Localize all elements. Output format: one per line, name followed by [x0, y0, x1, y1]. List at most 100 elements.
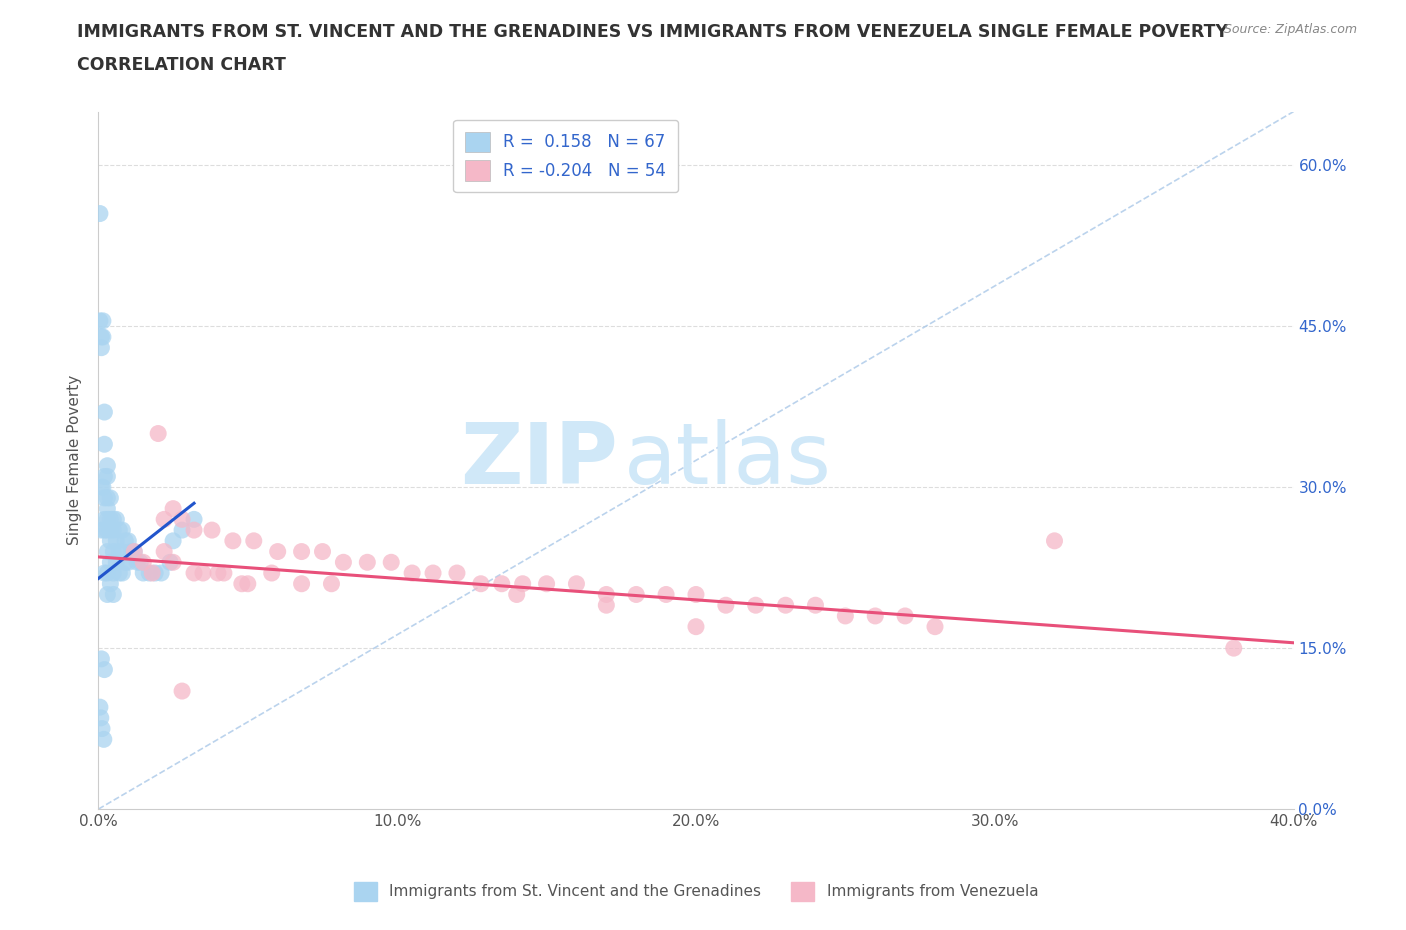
Point	[291, 577, 314, 591]
Point	[231, 577, 253, 591]
Point	[685, 619, 707, 634]
Point	[90, 711, 112, 725]
Point	[172, 512, 194, 526]
Point	[93, 523, 115, 538]
Point	[93, 512, 115, 526]
Point	[153, 544, 176, 559]
Point	[105, 534, 128, 549]
Point	[93, 490, 115, 505]
Point	[96, 469, 118, 484]
Point	[506, 587, 529, 602]
Point	[380, 555, 402, 570]
Point	[470, 577, 492, 591]
Point	[865, 608, 887, 623]
Point	[93, 469, 115, 484]
Point	[96, 458, 118, 473]
Point	[103, 587, 125, 602]
Point	[90, 480, 112, 495]
Point	[243, 534, 266, 549]
Point	[124, 544, 146, 559]
Text: atlas: atlas	[624, 418, 832, 502]
Text: CORRELATION CHART: CORRELATION CHART	[77, 56, 287, 73]
Point	[191, 565, 214, 580]
Point	[111, 565, 134, 580]
Point	[93, 405, 115, 419]
Point	[311, 544, 333, 559]
Point	[201, 523, 224, 538]
Point	[924, 619, 946, 634]
Point	[96, 512, 118, 526]
Point	[745, 598, 768, 613]
Point	[401, 565, 423, 580]
Point	[183, 565, 205, 580]
Point	[132, 555, 155, 570]
Point	[103, 565, 125, 580]
Point	[89, 206, 111, 221]
Point	[162, 534, 184, 549]
Point	[90, 340, 112, 355]
Point	[626, 587, 648, 602]
Point	[595, 587, 617, 602]
Point	[91, 313, 114, 328]
Text: ZIP: ZIP	[461, 418, 619, 502]
Point	[98, 577, 122, 591]
Point	[138, 565, 160, 580]
Point	[91, 480, 114, 495]
Point	[655, 587, 678, 602]
Y-axis label: Single Female Poverty: Single Female Poverty	[67, 375, 83, 546]
Point	[93, 565, 115, 580]
Point	[91, 721, 114, 736]
Point	[103, 523, 125, 538]
Point	[129, 555, 152, 570]
Point	[775, 598, 797, 613]
Point	[148, 426, 170, 441]
Point	[124, 544, 146, 559]
Point	[98, 534, 122, 549]
Point	[685, 587, 707, 602]
Point	[536, 577, 558, 591]
Point	[834, 608, 856, 623]
Point	[105, 555, 128, 570]
Point	[98, 523, 122, 538]
Point	[212, 565, 235, 580]
Point	[143, 565, 166, 580]
Point	[162, 501, 184, 516]
Point	[89, 313, 111, 328]
Point	[111, 544, 134, 559]
Point	[183, 523, 205, 538]
Point	[108, 523, 131, 538]
Point	[105, 512, 128, 526]
Point	[207, 565, 229, 580]
Point	[267, 544, 290, 559]
Point	[491, 577, 513, 591]
Point	[127, 555, 149, 570]
Legend: Immigrants from St. Vincent and the Grenadines, Immigrants from Venezuela: Immigrants from St. Vincent and the Gren…	[347, 876, 1045, 907]
Point	[804, 598, 827, 613]
Point	[93, 662, 115, 677]
Point	[108, 565, 131, 580]
Point	[90, 651, 112, 666]
Point	[141, 565, 163, 580]
Point	[96, 587, 118, 602]
Point	[98, 512, 122, 526]
Point	[96, 544, 118, 559]
Point	[120, 544, 142, 559]
Point	[93, 437, 115, 452]
Point	[111, 523, 134, 538]
Point	[90, 523, 112, 538]
Text: IMMIGRANTS FROM ST. VINCENT AND THE GRENADINES VS IMMIGRANTS FROM VENEZUELA SING: IMMIGRANTS FROM ST. VINCENT AND THE GREN…	[77, 23, 1229, 41]
Point	[114, 555, 136, 570]
Point	[153, 512, 176, 526]
Point	[91, 329, 114, 344]
Point	[236, 577, 259, 591]
Point	[172, 684, 194, 698]
Point	[132, 565, 155, 580]
Point	[714, 598, 737, 613]
Point	[117, 555, 139, 570]
Point	[260, 565, 283, 580]
Point	[356, 555, 378, 570]
Point	[222, 534, 245, 549]
Point	[150, 565, 173, 580]
Point	[595, 598, 617, 613]
Point	[159, 555, 181, 570]
